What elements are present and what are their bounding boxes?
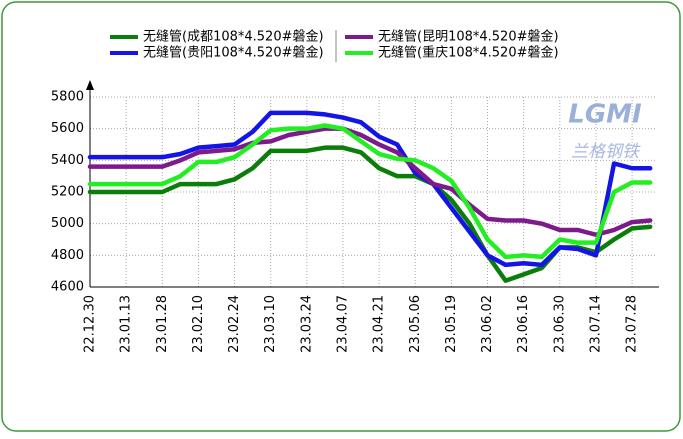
x-tick-label: 23.06.30 — [552, 295, 567, 353]
legend-label: 无缝管(贵阳108*4.520#磐金) — [143, 45, 324, 61]
x-tick-label: 23.01.13 — [119, 295, 134, 353]
y-tick-label: 4600 — [51, 280, 84, 295]
x-tick-label: 23.07.14 — [588, 295, 603, 353]
x-tick-label: 22.12.30 — [83, 295, 98, 353]
y-tick-label: 5600 — [51, 121, 84, 136]
watermark: LGMI — [568, 100, 642, 130]
y-tick-label: 4800 — [51, 248, 84, 263]
x-tick-label: 23.05.06 — [408, 295, 423, 353]
x-tick-label: 23.06.02 — [480, 295, 495, 353]
watermark-sub: 兰格钢铁 — [571, 142, 641, 162]
y-axis-arrow — [86, 80, 94, 90]
x-tick-label: 23.05.19 — [444, 295, 459, 353]
series-line — [87, 123, 653, 260]
frame — [1, 1, 681, 432]
legend-label: 无缝管(成都108*4.520#磐金) — [143, 29, 324, 45]
x-tick-label: 23.01.28 — [155, 295, 170, 353]
y-tick-label: 5200 — [51, 185, 84, 200]
series-line — [87, 126, 653, 237]
y-tick-label: 5800 — [51, 90, 84, 105]
y-tick-label: 5000 — [51, 216, 84, 231]
series-line — [87, 110, 653, 268]
x-tick-label: 23.04.21 — [372, 295, 387, 353]
x-tick-label: 23.03.10 — [263, 295, 278, 353]
x-tick-label: 23.06.16 — [516, 295, 531, 353]
y-tick-label: 5400 — [51, 153, 84, 168]
x-tick-label: 23.02.10 — [191, 295, 206, 353]
legend-label: 无缝管(重庆108*4.520#磐金) — [378, 45, 559, 61]
x-tick-label: 23.04.07 — [335, 295, 350, 353]
x-tick-label: 23.02.24 — [227, 295, 242, 353]
legend-label: 无缝管(昆明108*4.520#磐金) — [378, 29, 559, 45]
x-tick-label: 23.07.28 — [625, 295, 640, 353]
x-tick-label: 23.03.24 — [299, 295, 314, 353]
